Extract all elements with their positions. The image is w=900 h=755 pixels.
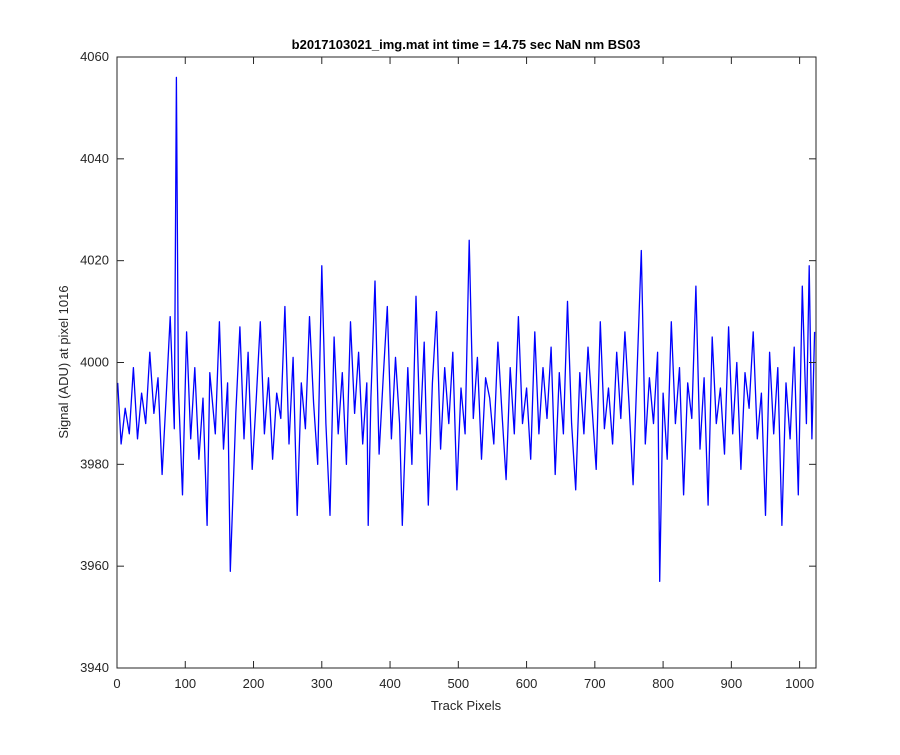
x-tick-label: 500: [447, 676, 469, 691]
series-line-0: [117, 76, 816, 583]
series-layer: [117, 76, 816, 583]
y-tick-label: 4000: [80, 355, 109, 370]
axes-box: [116, 56, 817, 669]
x-tick-label: 200: [243, 676, 265, 691]
y-tick-label: 3940: [80, 660, 109, 675]
y-axis-label: Signal (ADU) at pixel 1016: [56, 285, 71, 438]
chart-title: b2017103021_img.mat int time = 14.75 sec…: [292, 37, 641, 52]
x-axis-label: Track Pixels: [431, 698, 502, 713]
x-tick-label: 600: [516, 676, 538, 691]
x-tick-label: 800: [652, 676, 674, 691]
y-tick-label: 4020: [80, 253, 109, 268]
x-tick-label: 900: [721, 676, 743, 691]
x-tick-label: 400: [379, 676, 401, 691]
x-tick-label: 100: [174, 676, 196, 691]
x-tick-label: 1000: [785, 676, 814, 691]
x-tick-label: 300: [311, 676, 333, 691]
x-tick-label: 0: [113, 676, 120, 691]
y-tick-label: 4040: [80, 151, 109, 166]
y-tick-label: 3980: [80, 456, 109, 471]
ticks-layer: 0 100 200 300 400 500 600 700 800 900 1000 3940 3960…: [80, 49, 816, 691]
y-tick-label: 3960: [80, 558, 109, 573]
y-tick-label: 4060: [80, 49, 109, 64]
x-tick-label: 700: [584, 676, 606, 691]
